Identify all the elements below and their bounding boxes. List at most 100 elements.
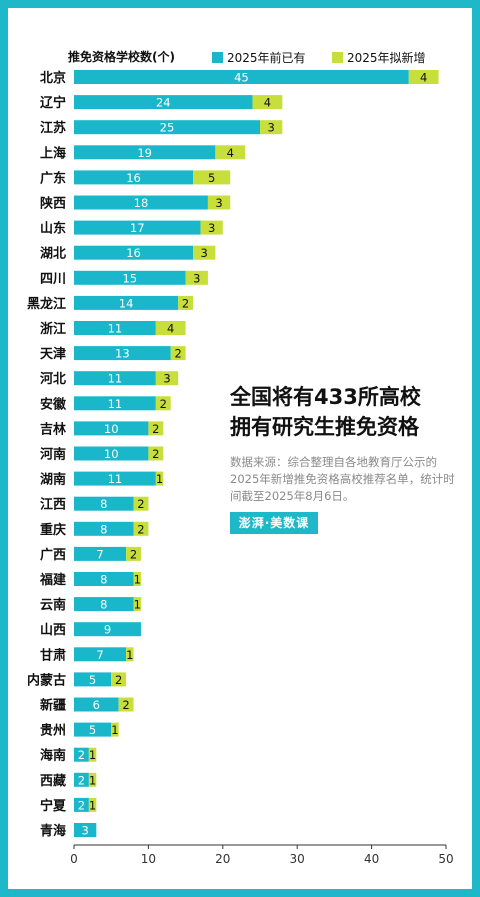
category-label: 内蒙古: [27, 672, 66, 688]
bar-new: [126, 647, 134, 662]
data-label-existing: 5: [89, 673, 96, 687]
bar-new: [155, 396, 171, 411]
data-label-existing: 6: [93, 698, 100, 712]
bar-new: [133, 521, 149, 536]
bar-existing: [74, 70, 409, 84]
bar-new: [88, 772, 97, 787]
bar-existing: [74, 170, 194, 185]
headline: 全国将有433所高校 拥有研究生推免资格: [230, 382, 470, 442]
bar-existing: [74, 572, 134, 586]
bar-new: [170, 346, 186, 361]
bar-existing: [74, 446, 149, 461]
data-label-existing: 10: [104, 447, 119, 461]
category-label: 宁夏: [40, 798, 67, 814]
data-label-existing: 2: [78, 773, 85, 787]
bar-existing: [74, 471, 156, 486]
data-label-new: 1: [89, 798, 96, 812]
data-label-new: 4: [167, 322, 174, 336]
data-label-existing: 8: [100, 598, 107, 612]
bar-existing: [74, 295, 179, 310]
bar-new: [155, 321, 186, 335]
data-label-new: 4: [227, 146, 234, 160]
bar-new: [200, 220, 223, 235]
bar-existing: [74, 95, 253, 110]
bar-new: [193, 245, 216, 260]
bar-new: [133, 572, 141, 586]
bar-new: [88, 797, 97, 812]
bar-existing: [74, 747, 89, 762]
category-label: 黑龙江: [27, 296, 66, 312]
category-label: 重庆: [40, 522, 66, 538]
data-label-existing: 5: [89, 723, 96, 737]
bar-existing: [74, 496, 134, 511]
category-label: 广东: [40, 170, 66, 186]
data-label-existing: 11: [108, 322, 123, 336]
data-label-existing: 2: [78, 748, 85, 762]
category-label: 江苏: [40, 120, 66, 136]
data-label-new: 5: [208, 171, 215, 185]
x-tick-label: 20: [215, 852, 230, 866]
category-label: 甘肃: [40, 647, 66, 663]
data-label-new: 2: [152, 422, 159, 436]
x-tick-label: 10: [141, 852, 156, 866]
data-label-existing: 3: [81, 824, 88, 838]
bar-existing: [74, 672, 112, 687]
bar-existing: [74, 195, 208, 210]
bar-new: [133, 496, 149, 511]
bar-new: [126, 546, 141, 561]
bar-new: [215, 145, 246, 160]
data-label-new: 1: [134, 598, 141, 612]
data-label-existing: 7: [96, 648, 103, 662]
data-label-existing: 16: [126, 246, 141, 260]
bar-existing: [74, 270, 186, 285]
bar-existing: [74, 371, 156, 386]
data-label-new: 2: [174, 347, 181, 361]
data-label-new: 3: [193, 271, 200, 285]
category-label: 青海: [40, 823, 66, 839]
x-tick-label: 40: [364, 852, 379, 866]
bar-existing: [74, 421, 149, 436]
bar-new: [408, 70, 439, 84]
data-label-existing: 11: [108, 472, 123, 486]
x-tick-label: 50: [438, 852, 453, 866]
data-label-existing: 17: [130, 221, 145, 235]
data-label-existing: 19: [137, 146, 152, 160]
data-label-existing: 2: [78, 798, 85, 812]
data-label-existing: 11: [108, 397, 123, 411]
category-label: 西藏: [40, 773, 66, 789]
bar-new: [185, 270, 208, 285]
category-label: 北京: [40, 70, 66, 86]
data-label-new: 3: [163, 372, 170, 386]
data-label-new: 1: [156, 472, 163, 486]
category-label: 安徽: [40, 396, 67, 412]
bar-new: [193, 170, 231, 185]
data-label-existing: 11: [108, 372, 123, 386]
bar-new: [118, 697, 134, 712]
category-label: 天津: [40, 346, 66, 362]
data-label-new: 2: [122, 698, 129, 712]
data-label-existing: 8: [100, 573, 107, 587]
bar-existing: [74, 622, 141, 637]
bar-new: [148, 446, 164, 461]
data-label-existing: 8: [100, 522, 107, 536]
data-label-new: 2: [130, 547, 137, 561]
headline-line-1: 全国将有433所高校: [230, 385, 421, 409]
data-label-new: 1: [89, 773, 96, 787]
bar-existing: [74, 521, 134, 536]
legend-label: 2025年拟新增: [347, 50, 426, 65]
legend-label: 2025年前已有: [227, 50, 306, 65]
category-label: 河南: [40, 447, 66, 463]
source-note: 数据来源：综合整理自各地教育厅公示的2025年新增推免资格高校推荐名单，统计时间…: [230, 455, 455, 503]
data-label-existing: 8: [100, 497, 107, 511]
category-label: 吉林: [40, 421, 66, 437]
publisher-logo: 澎湃·美数课: [230, 512, 318, 534]
bar-existing: [74, 797, 89, 812]
bar-existing: [74, 120, 260, 135]
category-label: 福建: [39, 572, 66, 588]
data-label-existing: 25: [160, 121, 175, 135]
headline-line-2: 拥有研究生推免资格: [230, 415, 419, 439]
category-label: 陕西: [40, 196, 66, 212]
category-label: 湖南: [40, 472, 66, 488]
category-label: 山西: [40, 622, 66, 638]
bar-existing: [74, 597, 134, 612]
